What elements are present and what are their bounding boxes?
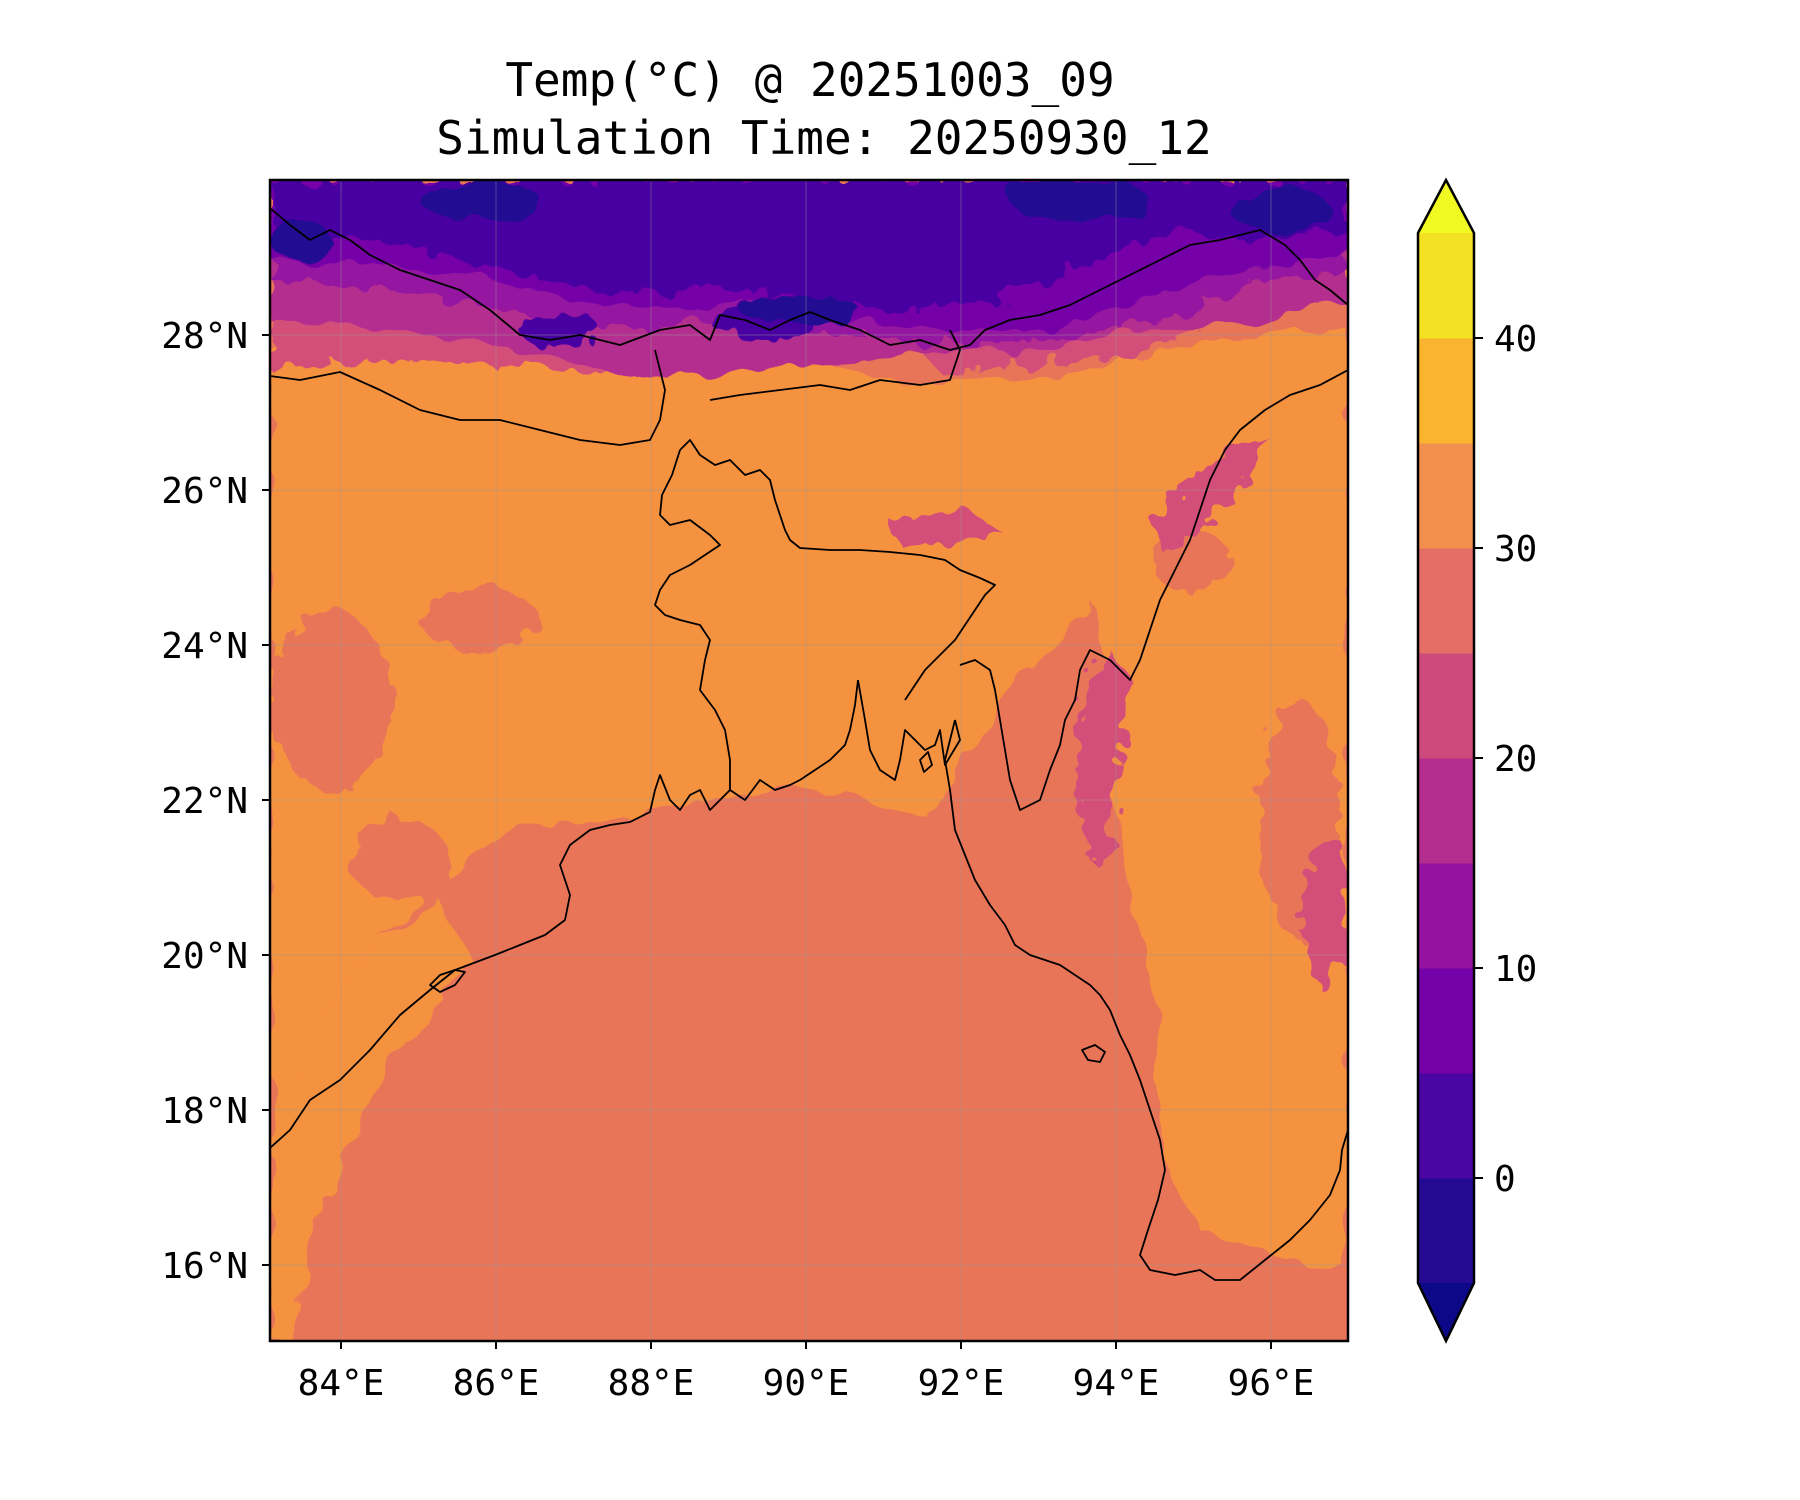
colorbar-tick-label: 0 [1494,1159,1516,1200]
band-30-35-myanmar [1090,440,1348,1270]
x-axis: 84°E 86°E 88°E 90°E 92°E 94°E 96°E [298,1341,1315,1404]
colorbar-outline [1416,177,1476,1344]
band-30-35-plains [270,330,1348,1150]
bangladesh-border [679,439,996,701]
colorbar-segment [1418,548,1474,654]
band-minus5-0-peaks [270,180,1330,324]
temperature-field [270,180,1348,1341]
colorbar-segment [1418,443,1474,549]
y-tick-label: 20°N [161,936,248,977]
y-tick-label: 28°N [161,316,248,357]
y-tick-label: 26°N [161,471,248,512]
gridlines [270,180,1348,1341]
colorbar-segment [1418,863,1474,969]
india-myanmar-border [959,369,1348,811]
bhola-island [919,751,933,773]
myanmar-east-border [1341,1100,1348,1151]
map-title: Temp(°C) @ 20251003_09 [505,53,1114,107]
colorbar-over-arrow [1418,180,1474,233]
colorbar-segment [1418,1073,1474,1179]
y-axis: 16°N 18°N 20°N 22°N 24°N 26°N 28°N [161,316,270,1287]
bangladesh-west-border [654,449,731,790]
colorbar: 0 10 20 30 40 [1416,177,1537,1344]
india-east-coastline [270,679,859,1149]
x-tick-label: 94°E [1073,1363,1160,1404]
bangladesh-coast [857,679,961,781]
himalayan-border [270,207,1348,351]
colorbar-segment [1418,968,1474,1074]
x-tick-label: 90°E [763,1363,850,1404]
colorbar-segment [1418,338,1474,444]
colorbar-tick-label: 30 [1494,529,1537,570]
y-tick-label: 18°N [161,1091,248,1132]
colorbar-segment [1418,1178,1474,1284]
x-tick-label: 96°E [1228,1363,1315,1404]
map-frame [268,178,1350,1343]
colorbar-tick-label: 40 [1494,319,1537,360]
map-subtitle: Simulation Time: 20250930_12 [436,111,1211,165]
colorbar-segment [1418,233,1474,339]
nepal-india-border [270,349,666,446]
x-tick-label: 86°E [453,1363,540,1404]
y-tick-label: 16°N [161,1246,248,1287]
x-tick-label: 88°E [608,1363,695,1404]
colorbar-tick-label: 20 [1494,739,1537,780]
andaman-island-1 [429,969,466,993]
y-tick-label: 24°N [161,626,248,667]
colorbar-segment [1418,758,1474,864]
cheduba-island [1081,1044,1106,1063]
y-tick-label: 22°N [161,781,248,822]
colorbar-tick-label: 10 [1494,949,1537,990]
coastlines-and-borders [270,207,1348,1281]
band-30-35-east-coast-strip [270,900,470,1341]
colorbar-under-arrow [1418,1283,1474,1341]
colorbar-segment [1418,653,1474,759]
myanmar-coastline [944,719,1343,1281]
x-tick-label: 92°E [918,1363,1005,1404]
x-tick-label: 84°E [298,1363,385,1404]
bhutan-border [709,329,961,401]
band-30-35-regions [270,330,1348,1341]
